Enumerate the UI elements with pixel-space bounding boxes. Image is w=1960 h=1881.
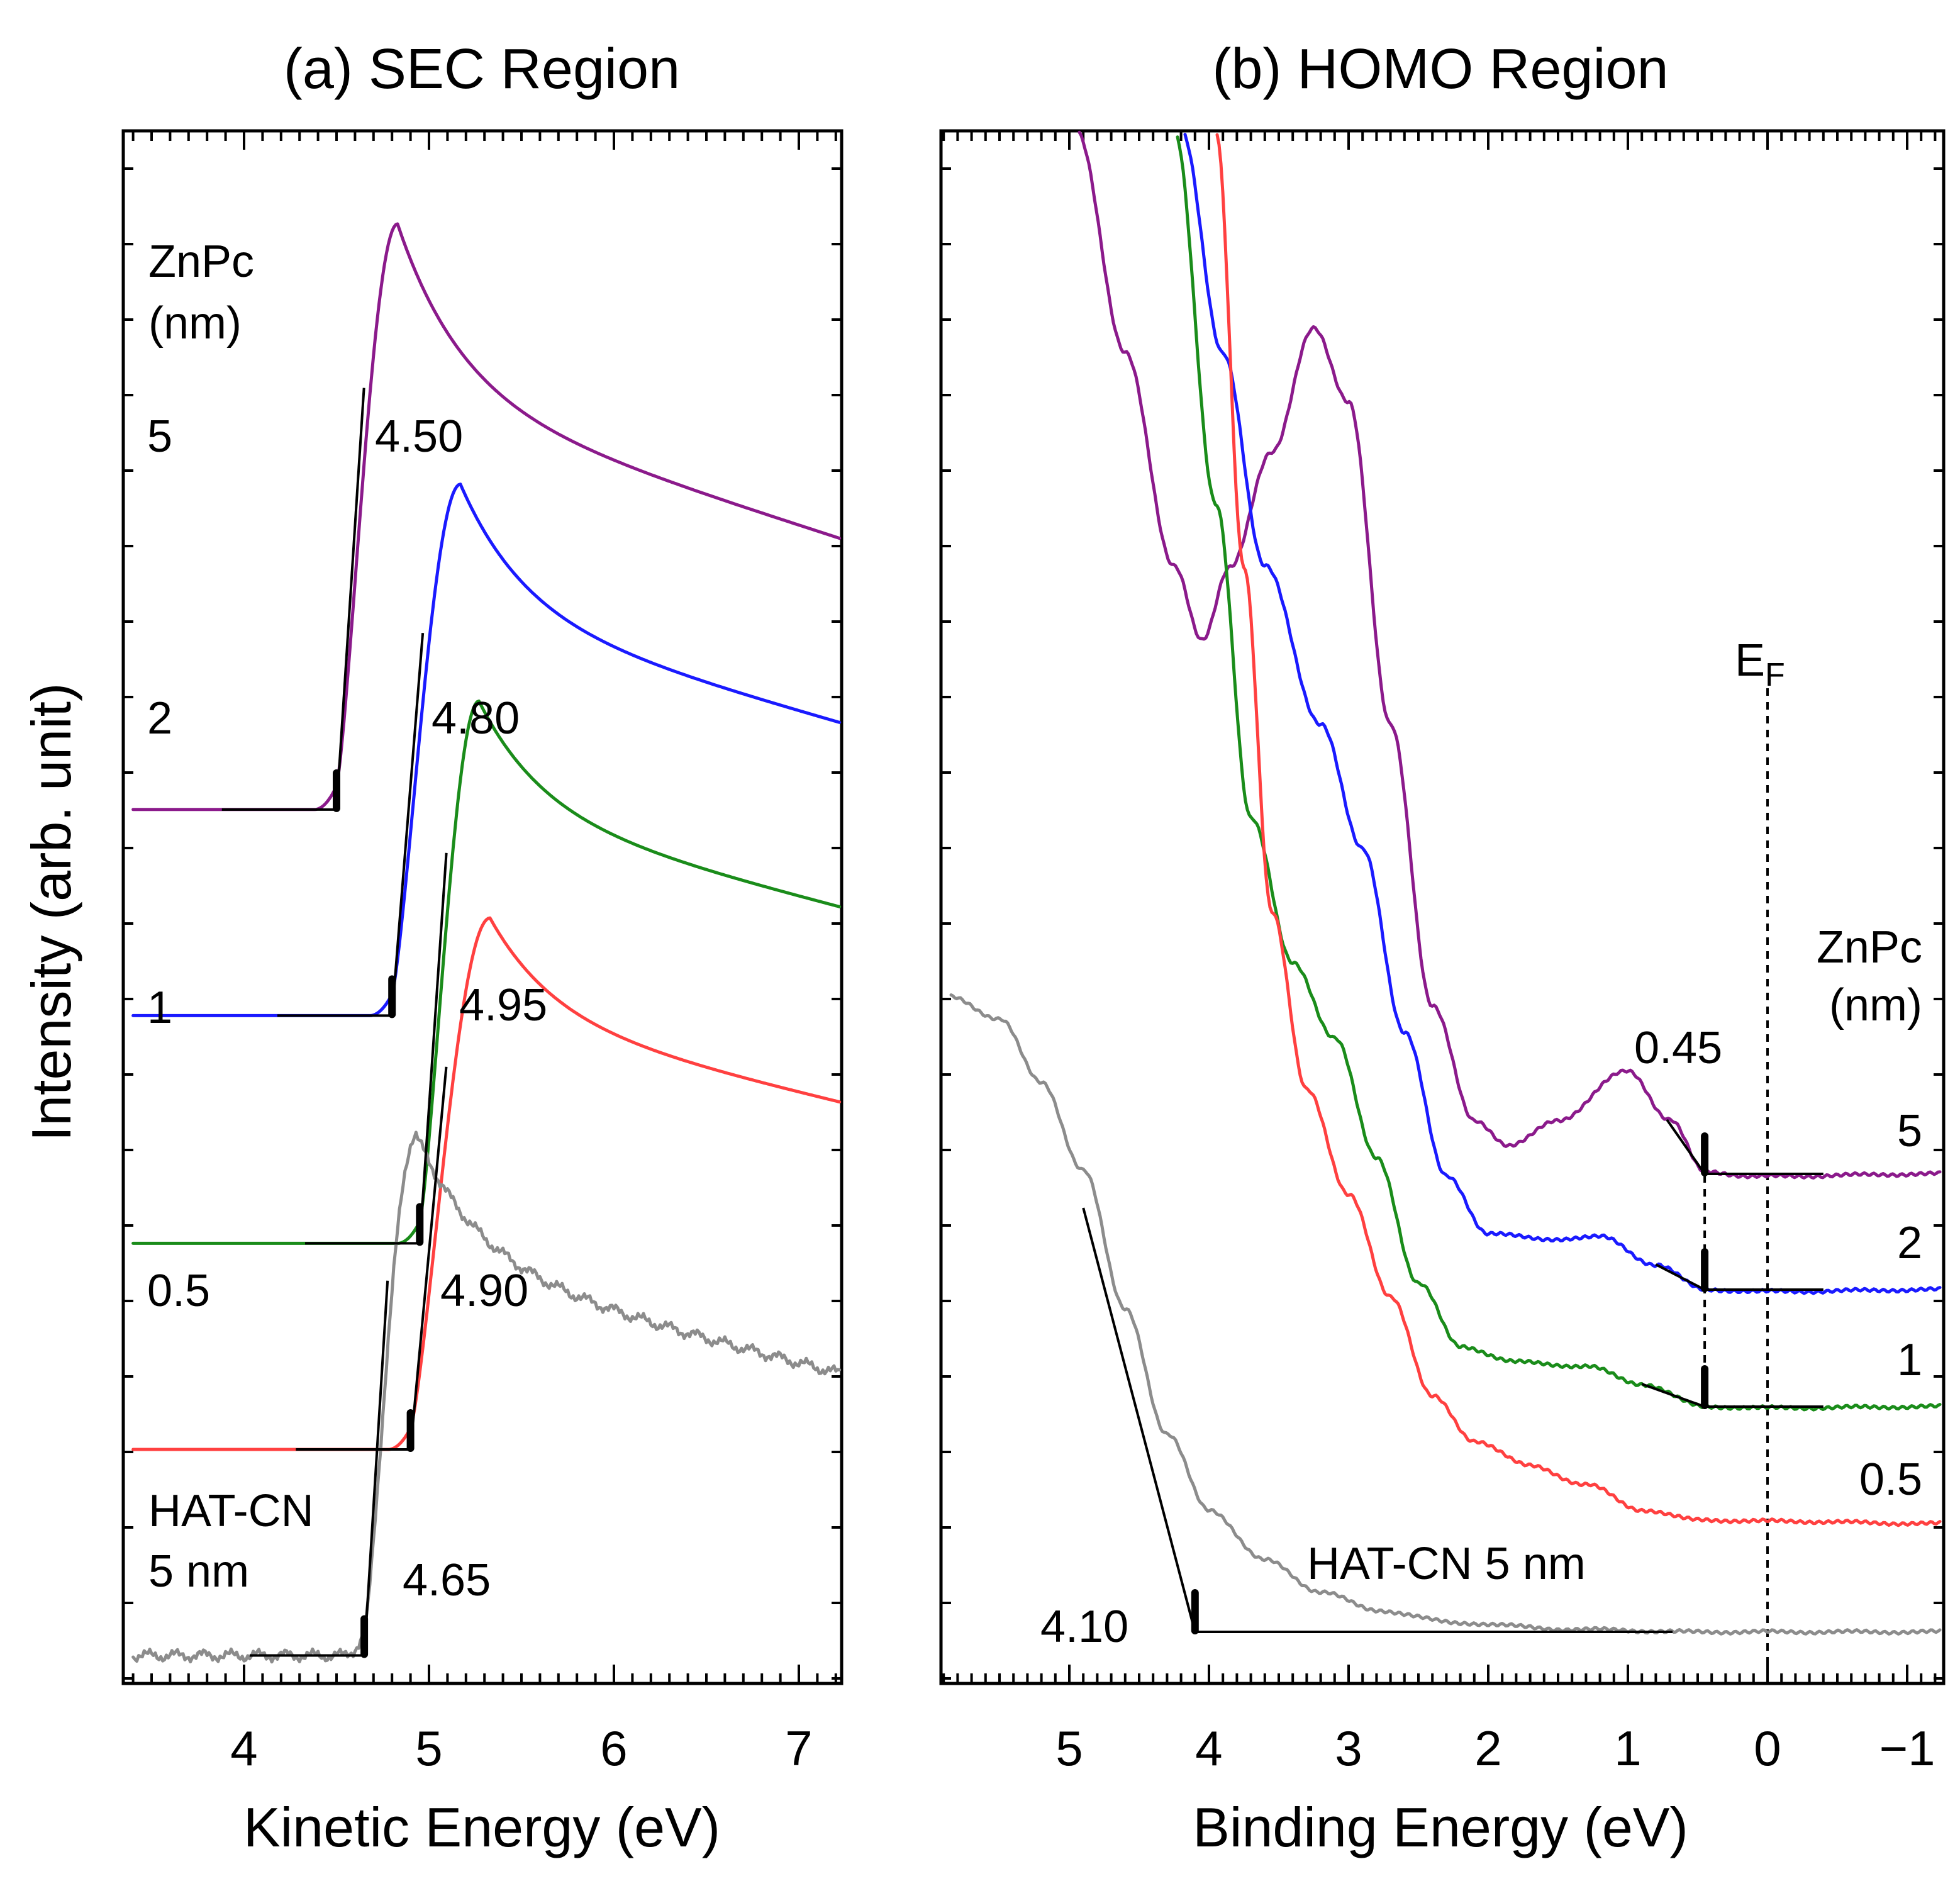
a-slope-fit — [335, 388, 365, 810]
panel-a-title: (a) SEC Region — [284, 38, 680, 101]
panel-b-x-axis-label: Binding Energy (eV) — [1193, 1796, 1688, 1858]
b-series-label-2: 2 — [1897, 1218, 1922, 1268]
panel-b-title: (b) HOMO Region — [1212, 38, 1668, 101]
panel-homo-region: (b) HOMO Region 5 4 3 2 1 0 −1 EF ZnPc (nm) 0.… — [939, 38, 1946, 1858]
panel-b-curves — [949, 130, 1942, 1636]
b-curve-HAT-CN-5-nm — [949, 993, 1942, 1636]
b-xtick-label: 2 — [1474, 1721, 1501, 1776]
b-xtick-label: 5 — [1055, 1721, 1083, 1776]
a-series-label-2: 2 — [147, 693, 172, 744]
a-xtick-label: 6 — [600, 1721, 627, 1776]
panel-b-ticks — [941, 131, 1944, 1683]
panel-a-x-axis-label: Kinetic Energy (eV) — [243, 1796, 720, 1858]
panel-sec-region: (a) SEC Region 4 5 6 7 ZnPc (nm) 5 4.50 2 4… — [121, 38, 844, 1858]
fermi-level-label: EF — [1735, 635, 1785, 693]
homo-onset-label: 0.45 — [1634, 1023, 1722, 1073]
b-xtick-label: 3 — [1335, 1721, 1362, 1776]
a-slope-fit — [418, 852, 448, 1244]
b-onset-label-hatcn: 4.10 — [1040, 1602, 1128, 1652]
a-series-label-hatcn-line1: HAT-CN — [148, 1486, 314, 1536]
a-xtick-label: 7 — [785, 1721, 812, 1776]
panel-b-legend-title-line2: (nm) — [1829, 980, 1922, 1030]
a-series-label-5: 5 — [147, 411, 172, 462]
y-axis-label: Intensity (arb. unit) — [20, 683, 82, 1142]
panel-a-fit-lines — [221, 388, 448, 1658]
panel-b-fit-lines — [1082, 1119, 1824, 1634]
a-onset-label-5: 4.50 — [375, 411, 463, 462]
b-curve-2 — [1183, 133, 1942, 1295]
panel-b-frame — [939, 129, 1946, 1685]
a-xtick-label: 5 — [415, 1721, 442, 1776]
a-slope-fit — [409, 1066, 448, 1450]
a-curve-1 — [131, 700, 842, 1245]
panel-a-legend-title-line2: (nm) — [148, 298, 242, 349]
a-slope-fit — [391, 633, 425, 1016]
b-slope-fit — [1641, 1383, 1705, 1408]
panel-a-curves — [131, 222, 842, 1664]
a-curve-HAT-CN-5-nm — [131, 1130, 842, 1664]
panel-a-frame — [121, 129, 844, 1685]
b-curve-0.5 — [1215, 133, 1942, 1527]
a-series-label-1: 1 — [147, 983, 172, 1033]
panel-b-legend-title-line1: ZnPc — [1817, 922, 1922, 973]
b-curve-5 — [1077, 130, 1942, 1180]
b-series-label-0.5: 0.5 — [1859, 1454, 1922, 1505]
panel-a-ticks — [123, 131, 842, 1683]
a-onset-label-2: 4.80 — [432, 693, 520, 744]
a-onset-label-1: 4.95 — [459, 980, 547, 1030]
b-xtick-label: 0 — [1754, 1721, 1781, 1776]
b-xtick-label: 1 — [1614, 1721, 1641, 1776]
b-curve-1 — [1176, 135, 1942, 1412]
a-xtick-label: 4 — [230, 1721, 257, 1776]
fermi-level-label-sub: F — [1765, 657, 1785, 693]
b-slope-fit — [1655, 1263, 1706, 1291]
b-series-label-hatcn: HAT-CN 5 nm — [1307, 1539, 1586, 1589]
b-xtick-label: 4 — [1195, 1721, 1222, 1776]
a-curve-2 — [131, 483, 842, 1017]
b-series-label-5: 5 — [1897, 1106, 1922, 1156]
a-series-label-hatcn-line2: 5 nm — [148, 1546, 249, 1597]
a-curve-0.5 — [131, 916, 842, 1451]
a-series-label-0.5: 0.5 — [147, 1266, 210, 1316]
a-onset-label-0.5: 4.90 — [440, 1266, 528, 1316]
panel-a-tick-labels: 4 5 6 7 — [230, 1721, 812, 1776]
a-onset-label-hatcn: 4.65 — [403, 1555, 491, 1605]
panel-a-legend-title-line1: ZnPc — [148, 237, 254, 287]
b-hatcn-slope-fit — [1082, 1207, 1196, 1633]
panel-b-tick-labels: 5 4 3 2 1 0 −1 — [1055, 1721, 1935, 1776]
b-xtick-label: −1 — [1879, 1721, 1935, 1776]
b-series-label-1: 1 — [1897, 1335, 1922, 1385]
fermi-level-label-main: E — [1735, 635, 1765, 686]
a-slope-fit — [363, 1280, 389, 1656]
b-slope-fit — [1666, 1119, 1706, 1175]
